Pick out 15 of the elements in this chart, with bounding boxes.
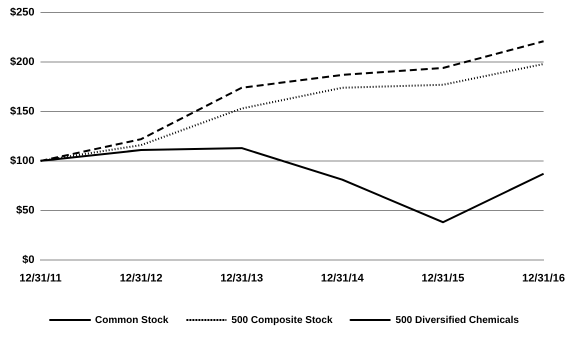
y-tick-label: $200 [10, 56, 34, 68]
x-tick-label: 12/31/16 [522, 272, 566, 284]
y-tick-label: $250 [10, 6, 34, 19]
y-tick-label: $50 [16, 204, 34, 216]
x-tick-label: 12/31/15 [422, 272, 464, 284]
legend-label: Common Stock [95, 314, 169, 326]
legend-label: 500 Composite Stock [231, 314, 333, 326]
legend-label: 500 Diversified Chemicals [396, 314, 520, 326]
y-tick-label: $100 [10, 154, 34, 167]
x-tick-label: 12/31/14 [320, 272, 365, 284]
x-tick-label: 12/31/13 [220, 272, 264, 284]
y-tick-label: $150 [10, 106, 34, 118]
x-tick-label: 12/31/12 [120, 272, 163, 284]
x-tick-label: 12/31/11 [19, 272, 62, 284]
y-tick-label: $0 [22, 254, 34, 266]
